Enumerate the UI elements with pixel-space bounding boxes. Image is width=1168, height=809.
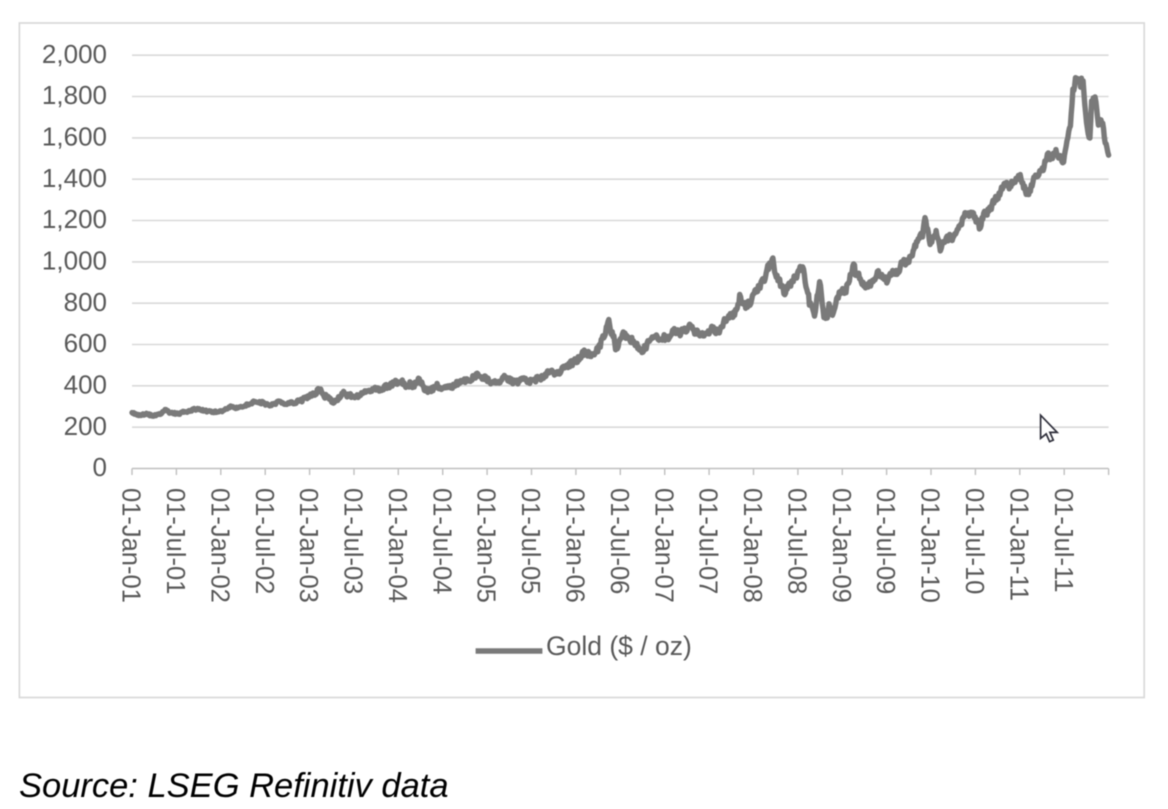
svg-text:1,000: 1,000	[42, 246, 107, 276]
svg-text:01-Jul-01: 01-Jul-01	[161, 488, 189, 594]
svg-text:01-Jan-03: 01-Jan-03	[294, 488, 322, 603]
svg-text:01-Jul-10: 01-Jul-10	[960, 488, 988, 594]
svg-text:01-Jul-09: 01-Jul-09	[871, 488, 899, 594]
svg-text:01-Jan-07: 01-Jan-07	[649, 488, 677, 603]
svg-text:200: 200	[64, 411, 107, 441]
svg-text:800: 800	[64, 287, 107, 317]
svg-text:1,600: 1,600	[42, 122, 107, 152]
svg-text:1,800: 1,800	[42, 80, 107, 110]
svg-text:01-Jul-03: 01-Jul-03	[339, 488, 367, 594]
svg-text:2,000: 2,000	[42, 39, 107, 69]
svg-text:01-Jul-06: 01-Jul-06	[605, 488, 633, 594]
svg-text:01-Jan-11: 01-Jan-11	[1004, 488, 1032, 601]
svg-text:01-Jan-04: 01-Jan-04	[383, 488, 411, 603]
svg-text:01-Jan-10: 01-Jan-10	[916, 488, 944, 603]
svg-text:01-Jul-11: 01-Jul-11	[1049, 488, 1077, 592]
svg-text:01-Jan-01: 01-Jan-01	[117, 488, 145, 603]
svg-text:01-Jul-04: 01-Jul-04	[427, 488, 455, 594]
svg-text:600: 600	[64, 328, 107, 358]
svg-text:01-Jul-05: 01-Jul-05	[516, 488, 544, 594]
svg-text:01-Jul-07: 01-Jul-07	[694, 488, 722, 594]
svg-text:Gold ($ / oz): Gold ($ / oz)	[546, 631, 692, 661]
svg-text:01-Jan-09: 01-Jan-09	[827, 488, 855, 603]
svg-text:01-Jan-02: 01-Jan-02	[205, 488, 233, 603]
svg-text:400: 400	[64, 369, 107, 399]
svg-text:01-Jan-08: 01-Jan-08	[738, 488, 766, 603]
svg-text:0: 0	[93, 452, 107, 482]
svg-text:1,200: 1,200	[42, 204, 107, 234]
svg-text:01-Jan-05: 01-Jan-05	[472, 488, 500, 603]
svg-text:01-Jul-02: 01-Jul-02	[250, 488, 278, 594]
svg-text:1,400: 1,400	[42, 163, 107, 193]
svg-text:01-Jan-06: 01-Jan-06	[561, 488, 589, 603]
svg-text:01-Jul-08: 01-Jul-08	[783, 488, 811, 594]
